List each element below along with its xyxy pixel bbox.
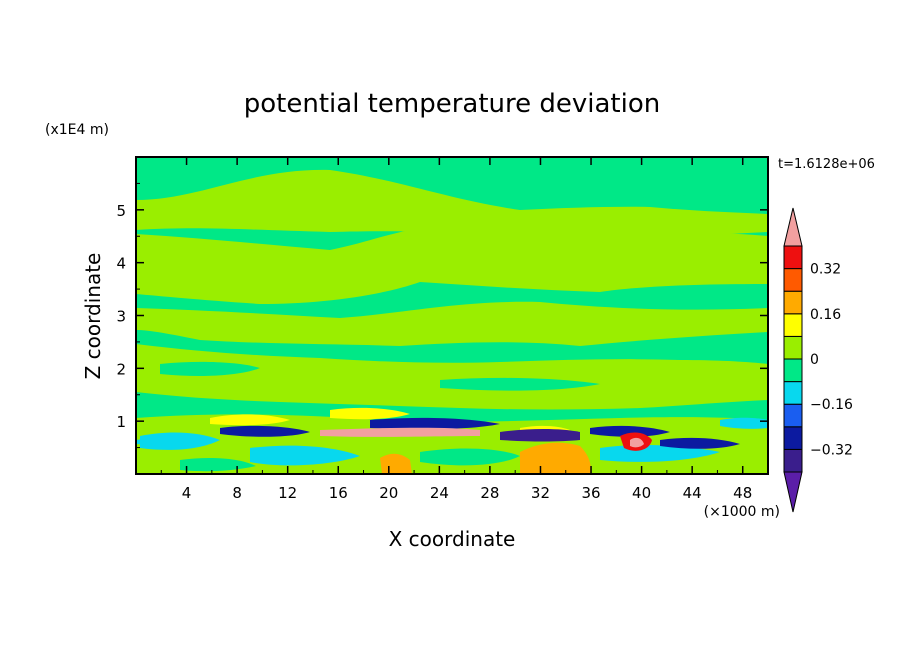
y-tick-label: 3 bbox=[116, 308, 126, 326]
magenta-line bbox=[320, 427, 480, 437]
colorbar-top-arrow bbox=[783, 207, 803, 247]
x-tick-label: 28 bbox=[480, 484, 499, 502]
x-tick-label: 48 bbox=[733, 484, 752, 502]
colorbar-label: 0.16 bbox=[810, 307, 841, 323]
y-tick-label: 5 bbox=[116, 202, 126, 220]
teal-streak-bottom bbox=[136, 437, 196, 446]
colorbar-segment bbox=[783, 448, 803, 473]
colorbar: 0.32 0.16 0 −0.16 −0.32 bbox=[783, 207, 853, 513]
plot-area bbox=[136, 157, 768, 474]
colorbar-label: 0.32 bbox=[810, 262, 841, 278]
cyan-patches bbox=[140, 417, 768, 466]
colorbar-segment bbox=[783, 335, 803, 360]
x-tick-label: 44 bbox=[683, 484, 702, 502]
x-tick-label: 16 bbox=[329, 484, 348, 502]
y-unit-label: (x1E4 m) bbox=[45, 122, 109, 138]
y-axis-label: Z coordinate bbox=[81, 253, 105, 380]
contour-pocket-right bbox=[440, 377, 600, 391]
contour-band-lower bbox=[136, 344, 768, 410]
x-tick-label: 36 bbox=[581, 484, 600, 502]
contour-band-upper-1 bbox=[136, 169, 768, 239]
y-tick-label: 1 bbox=[116, 413, 126, 431]
purple-core bbox=[500, 429, 580, 442]
warm-core-orange bbox=[380, 442, 591, 474]
colorbar-segment bbox=[783, 381, 803, 405]
x-tick-label: 32 bbox=[531, 484, 550, 502]
colorbar-segment bbox=[783, 313, 803, 337]
teal-low bbox=[180, 448, 520, 472]
x-unit-label: (×1000 m) bbox=[704, 504, 780, 520]
x-tick-label: 40 bbox=[632, 484, 651, 502]
colorbar-label: −0.16 bbox=[810, 397, 853, 413]
colorbar-segment bbox=[783, 268, 803, 292]
colorbar-bottom-arrow bbox=[783, 471, 803, 513]
contour-patch-upper-right bbox=[640, 194, 768, 214]
colorbar-segment bbox=[783, 403, 803, 428]
contour-pocket-left bbox=[160, 361, 260, 376]
time-label: t=1.6128e+06 bbox=[778, 157, 875, 172]
y-tick-label: 4 bbox=[116, 255, 126, 273]
colorbar-segment bbox=[783, 245, 803, 270]
colorbar-segment bbox=[783, 358, 803, 383]
colorbar-label: 0 bbox=[810, 352, 819, 368]
chart-title: potential temperature deviation bbox=[244, 89, 660, 119]
colorbar-segment bbox=[783, 290, 803, 315]
contour-band-upper-2 bbox=[136, 224, 768, 304]
x-tick-label: 8 bbox=[232, 484, 242, 502]
contour-band-mid bbox=[136, 301, 768, 346]
warm-blob-pink bbox=[630, 437, 644, 448]
x-axis-label: X coordinate bbox=[389, 527, 516, 551]
x-tick-label: 4 bbox=[182, 484, 192, 502]
x-tick-label: 12 bbox=[278, 484, 297, 502]
x-tick-label: 20 bbox=[379, 484, 398, 502]
y-axis-ticks: 1 2 3 4 5 bbox=[116, 182, 768, 449]
x-axis-ticks: 4 8 12 16 20 24 28 32 36 40 44 48 bbox=[160, 157, 752, 502]
colorbar-segment bbox=[783, 426, 803, 450]
colorbar-label: −0.32 bbox=[810, 442, 853, 458]
x-tick-label: 24 bbox=[430, 484, 449, 502]
y-tick-label: 2 bbox=[116, 360, 126, 378]
